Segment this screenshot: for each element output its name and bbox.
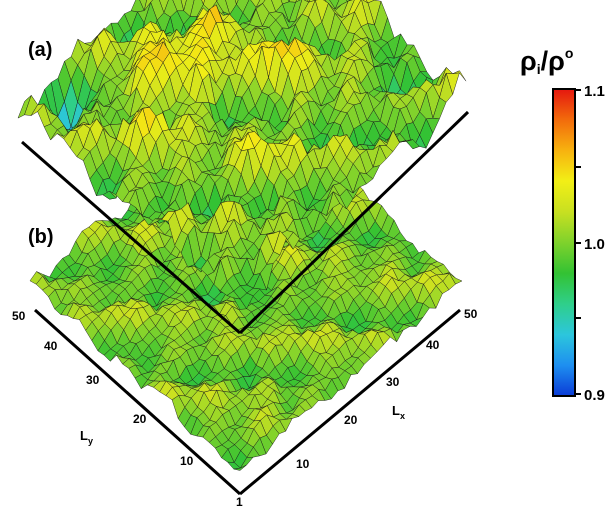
colorbar: ρi/ρo 1.1 1.0 0.9	[520, 45, 605, 404]
y-tick-label: 30	[86, 373, 100, 387]
panel-label-b: (b)	[28, 226, 54, 248]
y-tick-label: 20	[133, 412, 147, 426]
x-tick-label: 10	[296, 457, 310, 471]
colorbar-tick-label: 1.0	[584, 236, 605, 253]
colorbar-tick-label: 1.1	[584, 83, 605, 100]
x-tick-label: 20	[344, 413, 358, 427]
x-tick-label: 50	[464, 307, 478, 321]
y-tick-label: 10	[180, 454, 194, 468]
x-tick-label: 30	[386, 375, 400, 389]
y-tick-label: 50	[12, 309, 26, 323]
panel-label-a: (a)	[28, 39, 52, 61]
colorbar-tick-label: 0.9	[584, 387, 605, 404]
y-tick-label: 40	[44, 339, 58, 353]
x-axis-title: Lx	[392, 403, 405, 421]
x-tick-label: 1	[236, 495, 243, 506]
x-tick-label: 40	[426, 338, 440, 352]
colorbar-title: ρi/ρo	[520, 45, 573, 77]
y-axis-title: Ly	[80, 428, 93, 446]
colorbar-bar	[553, 89, 575, 396]
